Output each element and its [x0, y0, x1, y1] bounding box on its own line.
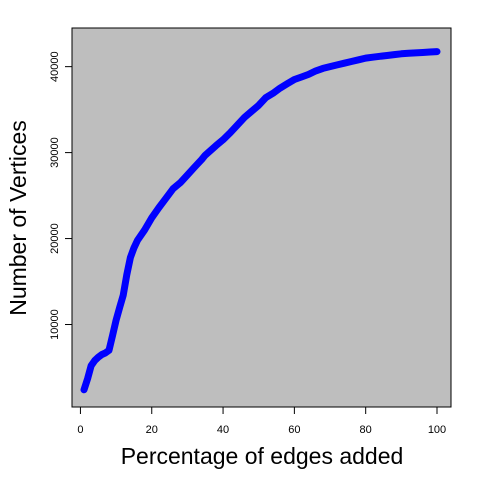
y-tick-label: 20000 — [49, 223, 61, 254]
y-axis: 10000 20000 30000 40000 — [49, 51, 73, 340]
x-tick-label: 60 — [288, 424, 300, 436]
plot-panel — [71, 27, 452, 408]
x-tick-label: 100 — [428, 424, 446, 436]
series-line — [80, 48, 441, 394]
x-axis: 0 20 40 60 80 100 — [77, 406, 446, 436]
x-tick-label: 20 — [146, 424, 158, 436]
y-axis-title: Number of Vertices — [5, 120, 31, 316]
x-tick-label: 80 — [360, 424, 372, 436]
x-tick-label: 0 — [77, 424, 83, 436]
y-tick-label: 30000 — [49, 137, 61, 168]
x-axis-title: Percentage of edges added — [121, 443, 404, 469]
x-tick-label: 40 — [217, 424, 229, 436]
y-tick-label: 10000 — [49, 309, 61, 340]
y-tick-label: 40000 — [49, 51, 61, 82]
